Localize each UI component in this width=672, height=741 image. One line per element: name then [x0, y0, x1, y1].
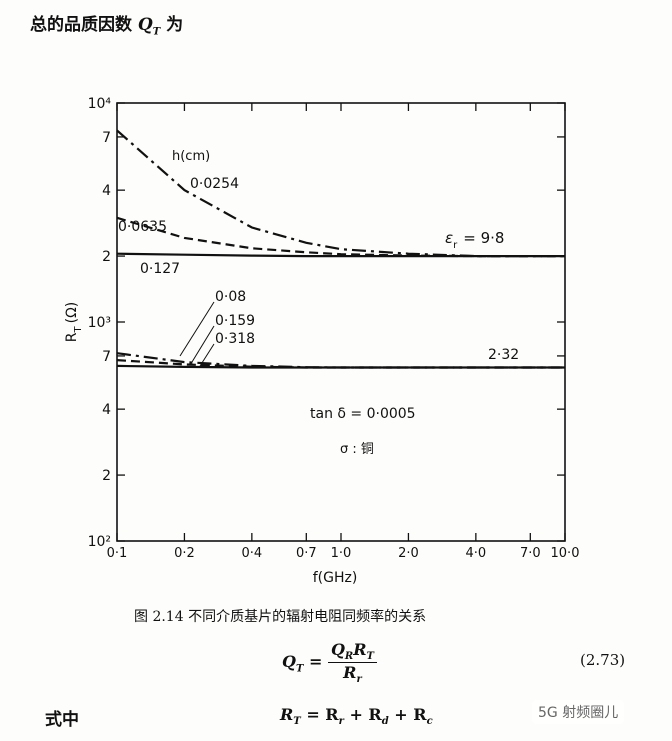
eq-symbol: R [343, 663, 357, 683]
eq-sub: T [293, 716, 301, 728]
leader-line [191, 325, 215, 363]
eq-sub: r [356, 674, 362, 686]
x-tick-label: 1·0 [331, 546, 352, 561]
y-axis-label-unit: (Ω) [64, 302, 80, 324]
header-sub: T [152, 26, 161, 38]
equation-2: RT = Rr + Rd + Rc [280, 705, 433, 728]
y-axis-label: RT (Ω) [64, 302, 84, 342]
leader-line [199, 343, 215, 367]
header: 总的品质因数 QT 为 [30, 10, 183, 37]
x-tick-label: 0·1 [107, 546, 128, 561]
fraction: QRRT Rr [327, 640, 377, 686]
x-tick-label: 7·0 [520, 546, 541, 561]
eq-symbol: R [325, 705, 339, 724]
x-tick-label: 10·0 [551, 546, 580, 561]
y-tick-label: 7 [102, 130, 111, 146]
y-tick-label: 4 [102, 402, 111, 418]
y-tick-label: 2 [102, 249, 111, 265]
series-label: 0·0635 [118, 219, 167, 235]
eq-sub: c [426, 716, 433, 728]
eq-symbol: R [280, 705, 294, 724]
eq-symbol: Q [330, 640, 345, 659]
x-tick-label: 4·0 [466, 546, 487, 561]
eq-sub: R [344, 651, 354, 663]
header-tail: 为 [166, 15, 184, 35]
caption: 图 2.14 不同介质基片的辐射电阻同频率的关系 [134, 609, 427, 625]
eq-symbol: R [353, 640, 367, 659]
chart: f(GHz) RT (Ω) h(cm) εr = 9·8 0·1 0·2 0·4 0·7 1… [64, 96, 580, 586]
watermark: 5G 射频圈儿 [532, 700, 625, 724]
epsilon-sub: r [453, 240, 458, 251]
series-line [116, 252, 565, 258]
series-line [116, 364, 565, 369]
y-tick-label: 4 [102, 183, 111, 199]
eq-symbol: R [413, 705, 427, 724]
series-label: 0·0254 [190, 176, 239, 192]
leader-line [179, 301, 215, 357]
annotation: tan δ = 0·0005 [310, 406, 416, 422]
annotation: 2·32 [488, 347, 519, 363]
eq-symbol: Q [282, 652, 296, 672]
y-tick-label: 2 [102, 468, 111, 484]
header-text: 总的品质因数 [30, 15, 132, 35]
eq-sub: d [381, 716, 389, 728]
eq-sub: r [338, 716, 344, 728]
annotation: σ : 铜 [340, 442, 374, 457]
x-tick-label: 0·2 [174, 546, 195, 561]
y-tick-label: 10³ [88, 315, 111, 331]
series-label: 0·159 [215, 313, 255, 329]
plot-frame [116, 102, 566, 542]
series-line [116, 129, 565, 258]
where-label: 式中 [45, 710, 79, 730]
x-tick-label: 0·4 [242, 546, 263, 561]
equation-1: QT = QRRT Rr [282, 640, 377, 685]
x-tick-label: 2·0 [398, 546, 419, 561]
series-label: 0·318 [215, 331, 255, 347]
epsilon-label: εr = 9·8 [445, 229, 504, 251]
equation-number: (2.73) [580, 651, 626, 669]
x-tick-label: 0·7 [296, 546, 317, 561]
series-label: 0·127 [140, 261, 180, 277]
y-tick-label: 10⁴ [88, 96, 112, 112]
epsilon-symbol: ε [445, 229, 453, 247]
legend-title: h(cm) [172, 149, 210, 164]
eq-sub: T [366, 651, 374, 663]
y-tick-label: 7 [102, 349, 111, 365]
eq-symbol: R [368, 705, 382, 724]
y-axis-label-sub: T [73, 326, 84, 334]
eq-sub: T [295, 663, 304, 675]
header-symbol: Q [137, 15, 153, 35]
epsilon-text: = 9·8 [463, 229, 504, 247]
y-axis-label-text: R [64, 332, 80, 342]
series-label: 0·08 [215, 289, 246, 305]
y-tick-label: 10² [88, 534, 111, 550]
x-axis-label: f(GHz) [313, 570, 358, 586]
